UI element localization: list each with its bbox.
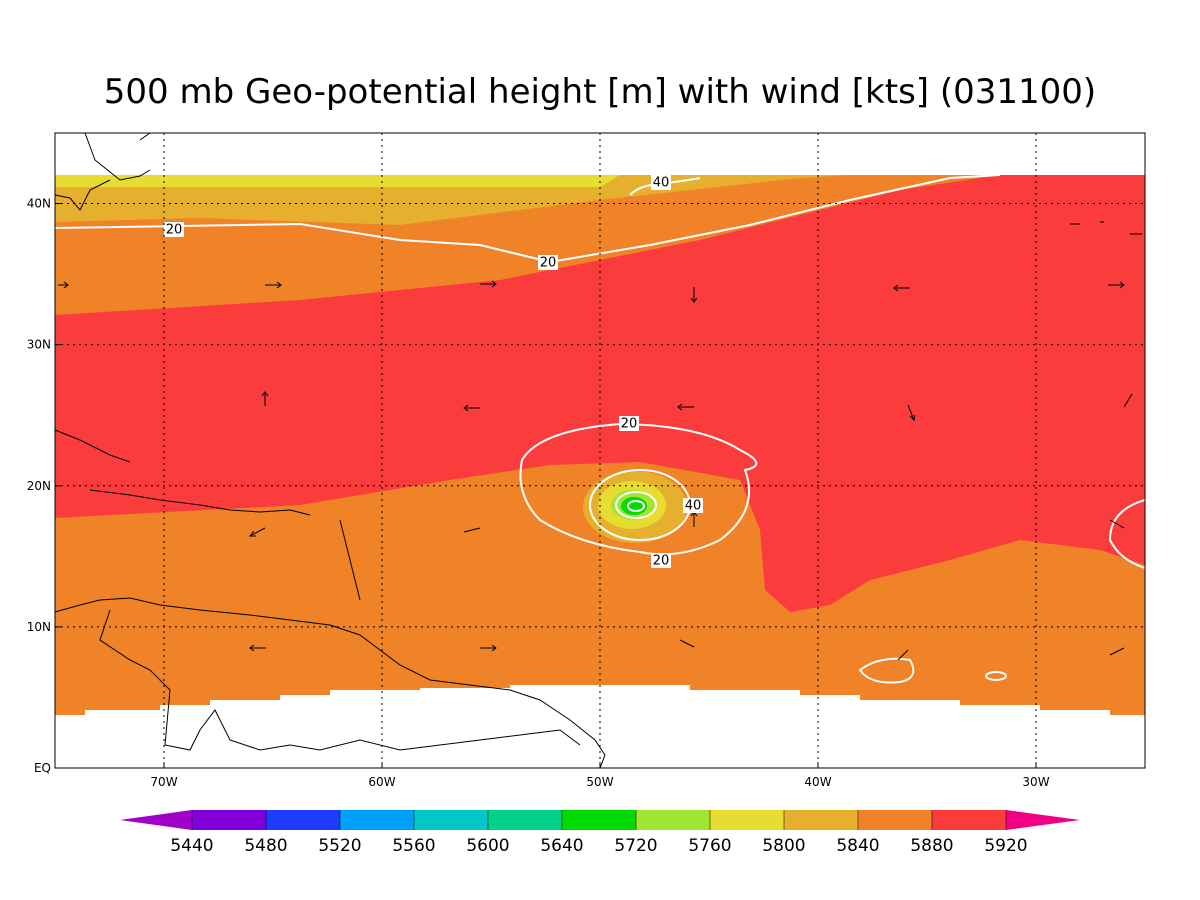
colorbar-label: 5440 [170,836,213,856]
contour-label: 20 [540,256,557,271]
colorbar-box [340,810,414,830]
colorbar-triangle [1006,810,1080,830]
colorbar-label: 5720 [614,836,657,856]
colorbar-label: 5840 [836,836,879,856]
contour [615,491,657,519]
colorbar-box [784,810,858,830]
colorbar-label: 5760 [688,836,731,856]
lat-tick-label: 20N [27,479,51,493]
colorbar-label: 5480 [244,836,287,856]
colorbar-label: 5640 [540,836,583,856]
contour-label: 20 [653,554,670,569]
colorbar-box [636,810,710,830]
contour [858,657,915,684]
map-title: 500 mb Geo-potential height [m] with win… [104,72,1096,112]
colorbar-label: 5920 [984,836,1027,856]
colorbar-box [710,810,784,830]
colorbar-label: 5880 [910,836,953,856]
colorbar-box [192,810,266,830]
lon-tick-label: 40W [804,775,831,789]
contour-label: 40 [685,499,702,514]
contour [627,500,645,512]
lon-tick-label: 60W [368,775,395,789]
lat-tick-label: EQ [34,761,51,775]
colorbar-box [562,810,636,830]
lon-tick-label: 30W [1022,775,1049,789]
coastline [54,429,361,601]
colorbar-label: 5560 [392,836,435,856]
colorbar-box [932,810,1006,830]
no-data [55,685,1145,768]
colorbar-box [488,810,562,830]
contour [985,671,1007,681]
contour [1108,499,1146,569]
field-5800 [55,175,620,187]
field-5920 [55,175,1145,612]
colorbar-triangle [120,810,192,830]
colorbar-label: 5600 [466,836,509,856]
lon-tick-label: 50W [586,775,613,789]
lat-tick-label: 10N [27,620,51,634]
lon-tick-label: 70W [150,775,177,789]
wind-vectors [58,221,1142,661]
coastline [54,132,151,211]
colorbar-box [858,810,932,830]
coastline [54,597,606,769]
colorbar-box [266,810,340,830]
contour-label: 40 [653,176,670,191]
lat-tick-label: 40N [27,197,51,211]
contour-label: 20 [166,223,183,238]
contour-labels: 40 20 20 20 40 20 [164,175,703,569]
map-area: 40 20 20 20 40 20 [54,132,1146,769]
colorbar-box [414,810,488,830]
contour-label: 20 [621,417,638,432]
lat-tick-label: 30N [27,338,51,352]
colorbar-label: 5520 [318,836,361,856]
colorbar-label: 5800 [762,836,805,856]
